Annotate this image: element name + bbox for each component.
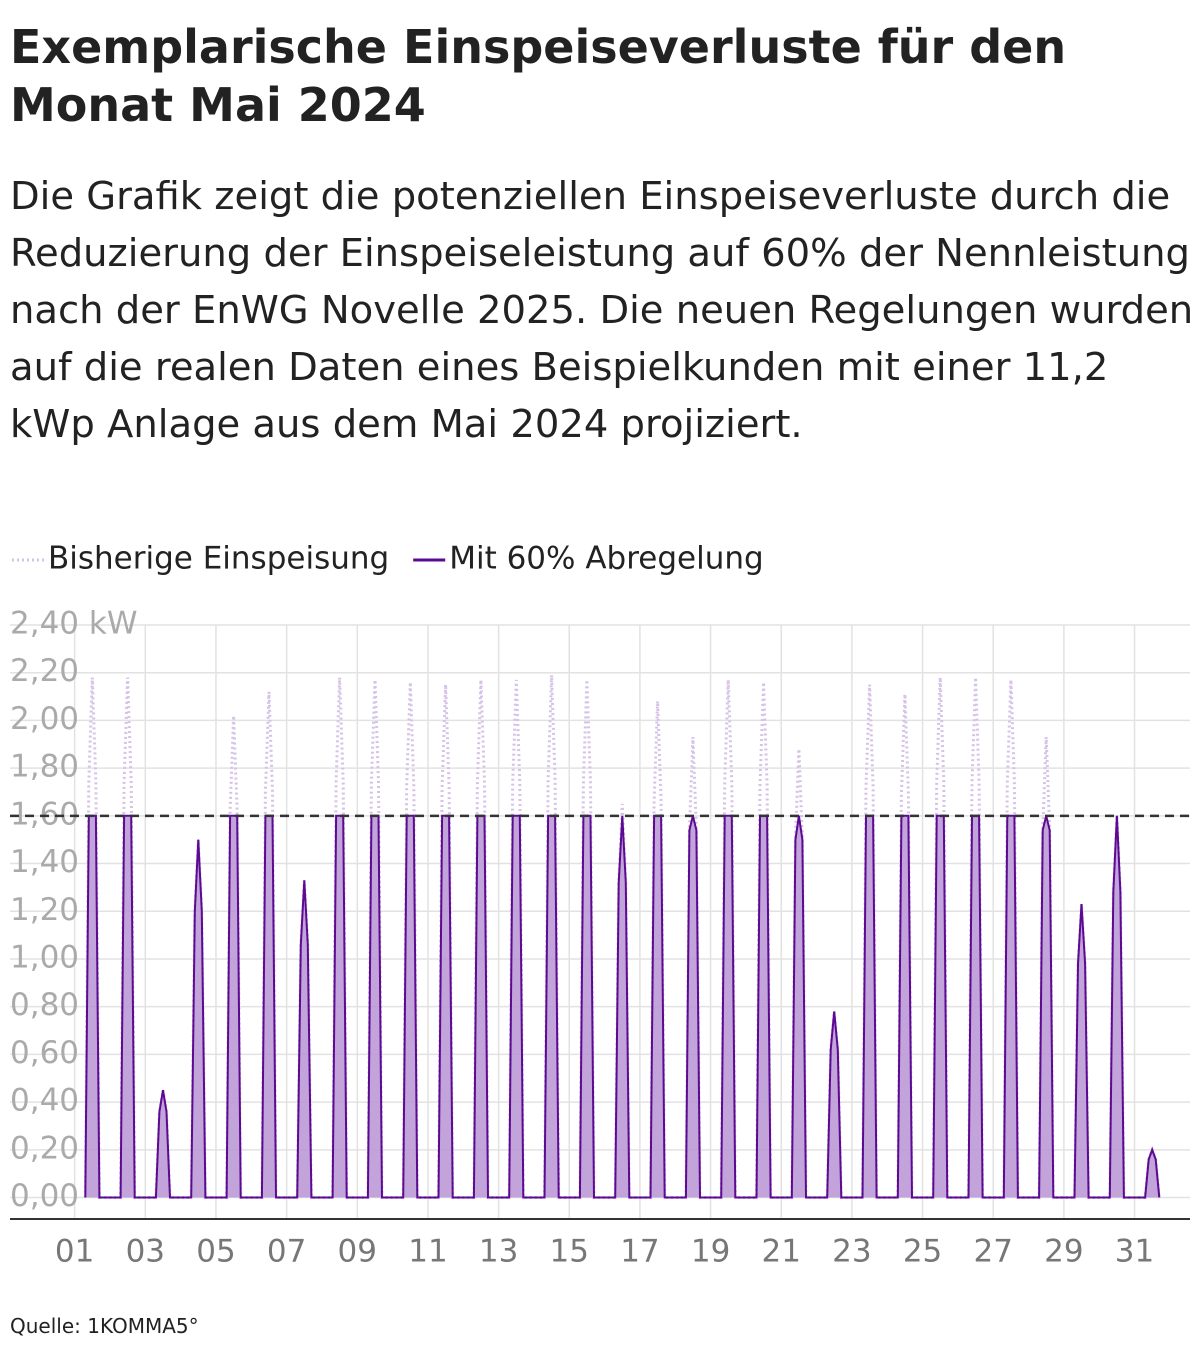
chart-title: Exemplarische Einspeiseverluste für den … (10, 20, 1067, 132)
x-tick-label: 31 (1115, 1234, 1154, 1270)
y-tick-label: 0,00 (10, 1178, 79, 1214)
x-tick-label: 25 (903, 1234, 942, 1270)
x-tick-label: 21 (762, 1234, 801, 1270)
y-tick-label: 2,40 kW (10, 606, 137, 642)
y-tick-label: 2,20 (10, 653, 79, 689)
x-tick-label: 29 (1044, 1234, 1083, 1270)
x-tick-label: 09 (338, 1234, 377, 1270)
legend-label: Mit 60% Abregelung (449, 541, 763, 577)
x-tick-label: 03 (126, 1234, 165, 1270)
chart-subtitle: Die Grafik zeigt die potenziellen Einspe… (10, 174, 1194, 447)
x-tick-label: 23 (832, 1234, 871, 1270)
y-tick-label: 1,80 (10, 749, 79, 785)
x-tick-label: 05 (196, 1234, 235, 1270)
line (84, 814, 1161, 1199)
x-tick-label: 11 (408, 1234, 447, 1270)
x-tick-label: 13 (479, 1234, 518, 1270)
x-tick-label: 19 (691, 1234, 730, 1270)
y-tick-label: 0,40 (10, 1083, 79, 1119)
y-tick-label: 0,20 (10, 1130, 79, 1166)
legend-label: Bisherige Einspeisung (48, 541, 389, 577)
y-tick-label: 1,60 (10, 796, 79, 832)
x-tick-label: 15 (550, 1234, 589, 1270)
y-tick-label: 1,00 (10, 939, 79, 975)
area (85, 815, 1160, 1198)
y-tick-label: 0,80 (10, 987, 79, 1023)
y-tick-label: 1,20 (10, 892, 79, 928)
y-tick-label: 0,60 (10, 1035, 79, 1071)
y-tick-label: 1,40 (10, 844, 79, 880)
x-tick-label: 27 (973, 1234, 1012, 1270)
x-tick-label: 01 (55, 1234, 94, 1270)
x-tick-label: 07 (267, 1234, 306, 1270)
source-note: Quelle: 1KOMMA5° (10, 1314, 199, 1338)
y-tick-label: 2,00 (10, 701, 79, 737)
x-tick-label: 17 (620, 1234, 659, 1270)
